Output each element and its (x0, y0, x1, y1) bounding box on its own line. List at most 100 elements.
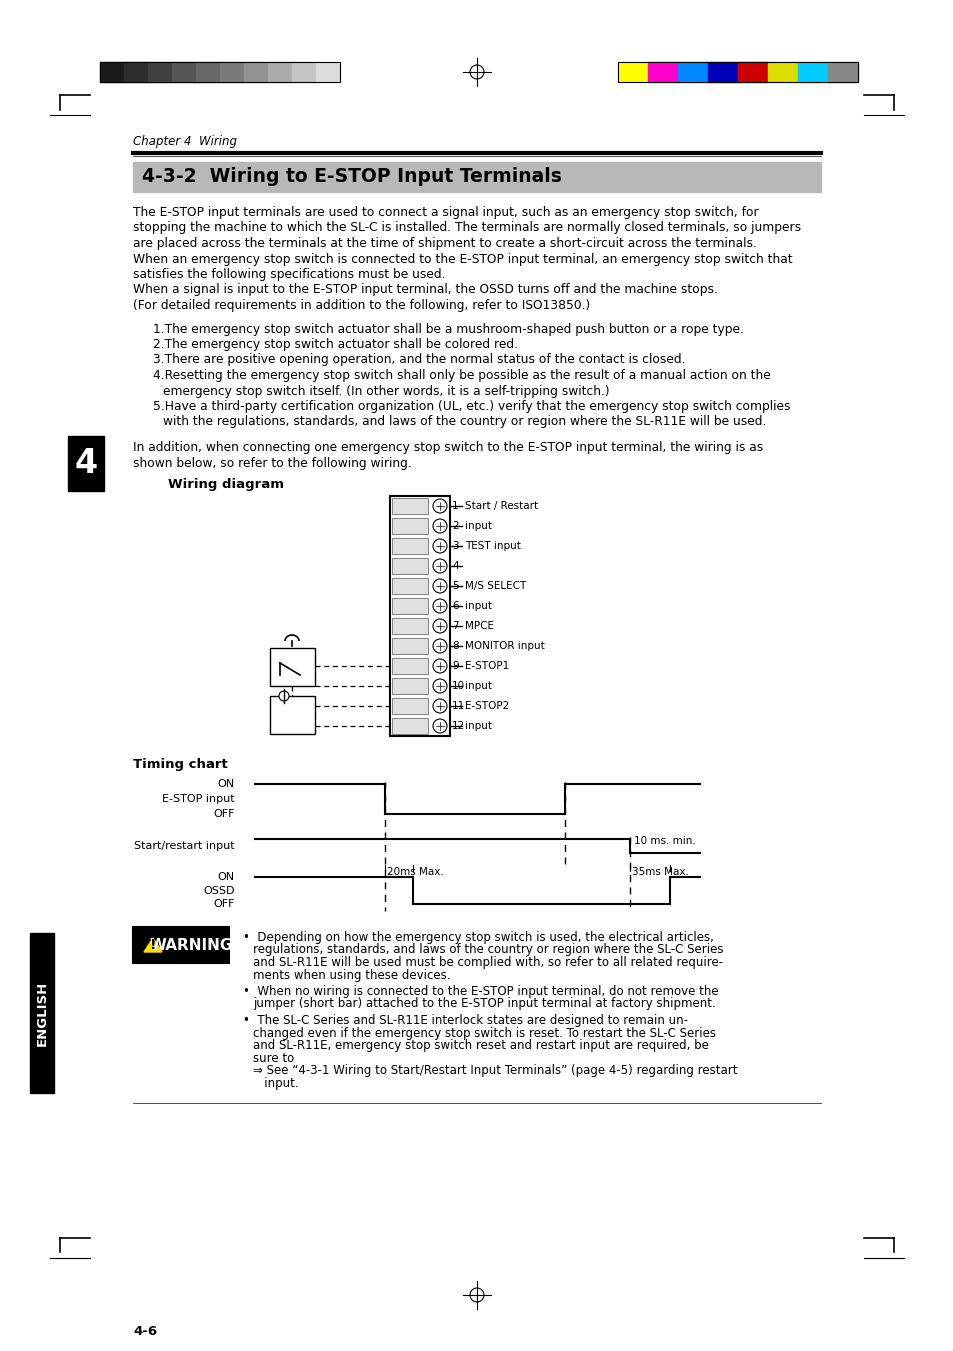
Bar (618, 62, 857, 82)
Text: and SL-R11E, emergency stop switch reset and restart input are required, be: and SL-R11E, emergency stop switch reset… (253, 1039, 708, 1052)
Bar (148, 62, 172, 82)
Text: !: ! (150, 938, 156, 952)
Bar (244, 62, 268, 82)
Bar (707, 62, 738, 82)
Text: regulations, standards, and laws of the country or region where the SL-C Series: regulations, standards, and laws of the … (253, 943, 722, 957)
Text: Timing chart: Timing chart (132, 758, 228, 771)
Bar (30, 934, 54, 1093)
Text: shown below, so refer to the following wiring.: shown below, so refer to the following w… (132, 457, 412, 470)
Bar (220, 62, 244, 82)
Text: MPCE: MPCE (464, 621, 494, 631)
Bar (132, 162, 821, 192)
Text: Chapter 4  Wiring: Chapter 4 Wiring (132, 135, 236, 149)
Text: E-STOP2: E-STOP2 (464, 701, 509, 711)
Circle shape (433, 539, 447, 553)
Text: input.: input. (253, 1077, 298, 1089)
Bar (100, 62, 339, 82)
Text: •  Depending on how the emergency stop switch is used, the electrical articles,: • Depending on how the emergency stop sw… (243, 931, 713, 944)
Bar (315, 62, 339, 82)
Text: 9: 9 (452, 661, 458, 671)
Text: 1.The emergency stop switch actuator shall be a mushroom-shaped push button or a: 1.The emergency stop switch actuator sha… (152, 323, 743, 335)
Text: input: input (464, 521, 492, 531)
Bar (391, 657, 449, 676)
Text: satisfies the following specifications must be used.: satisfies the following specifications m… (132, 267, 445, 281)
Text: In addition, when connecting one emergency stop switch to the E-STOP input termi: In addition, when connecting one emergen… (132, 440, 762, 454)
Text: jumper (short bar) attached to the E-STOP input terminal at factory shipment.: jumper (short bar) attached to the E-STO… (253, 997, 715, 1011)
Bar (392, 578, 428, 594)
Bar (391, 677, 449, 694)
Text: changed even if the emergency stop switch is reset. To restart the SL-C Series: changed even if the emergency stop switc… (253, 1027, 716, 1039)
Circle shape (433, 598, 447, 613)
Text: 11: 11 (452, 701, 465, 711)
Text: 2: 2 (452, 521, 458, 531)
Text: E-STOP input: E-STOP input (162, 794, 234, 804)
Text: 4-3-2  Wiring to E-STOP Input Terminals: 4-3-2 Wiring to E-STOP Input Terminals (142, 168, 561, 186)
Circle shape (433, 559, 447, 573)
Circle shape (433, 719, 447, 734)
Bar (391, 597, 449, 615)
Bar (292, 62, 315, 82)
Bar (827, 62, 857, 82)
Bar (618, 62, 647, 82)
Text: 20ms Max.: 20ms Max. (387, 867, 443, 877)
Text: Start/restart input: Start/restart input (134, 842, 234, 851)
Bar (391, 577, 449, 594)
Circle shape (433, 499, 447, 513)
Bar (392, 678, 428, 694)
Text: 5: 5 (452, 581, 458, 590)
Bar (391, 497, 449, 515)
Bar (392, 658, 428, 674)
Text: 1: 1 (452, 501, 458, 511)
Text: WARNING: WARNING (150, 938, 233, 952)
Bar (678, 62, 707, 82)
Text: M/S SELECT: M/S SELECT (464, 581, 526, 590)
Circle shape (433, 519, 447, 534)
Text: OSSD: OSSD (203, 885, 234, 896)
Bar (100, 62, 124, 82)
Bar (390, 496, 450, 736)
Bar (392, 538, 428, 554)
Text: MONITOR input: MONITOR input (464, 640, 544, 651)
Bar (738, 62, 767, 82)
Text: input: input (464, 721, 492, 731)
Text: emergency stop switch itself. (In other words, it is a self-tripping switch.): emergency stop switch itself. (In other … (163, 385, 609, 397)
Text: •  The SL-C Series and SL-R11E interlock states are designed to remain un-: • The SL-C Series and SL-R11E interlock … (243, 1015, 687, 1027)
Text: 4: 4 (452, 561, 458, 571)
Bar (124, 62, 148, 82)
Bar (647, 62, 678, 82)
Circle shape (433, 680, 447, 693)
Circle shape (433, 698, 447, 713)
Bar (392, 499, 428, 513)
Text: 3: 3 (452, 540, 458, 551)
Text: with the regulations, standards, and laws of the country or region where the SL-: with the regulations, standards, and law… (163, 416, 765, 428)
Text: 10: 10 (452, 681, 465, 690)
Bar (392, 638, 428, 654)
Text: stopping the machine to which the SL-C is installed. The terminals are normally : stopping the machine to which the SL-C i… (132, 222, 801, 235)
Circle shape (433, 619, 447, 634)
Text: input: input (464, 681, 492, 690)
Text: E-STOP1: E-STOP1 (464, 661, 509, 671)
Bar (132, 927, 229, 963)
Text: and SL-R11E will be used must be complied with, so refer to all related require-: and SL-R11E will be used must be complie… (253, 957, 722, 969)
Text: ON: ON (217, 871, 234, 882)
Text: 4.Resetting the emergency stop switch shall only be possible as the result of a : 4.Resetting the emergency stop switch sh… (152, 369, 770, 382)
Text: TEST input: TEST input (464, 540, 520, 551)
Bar (392, 617, 428, 634)
Text: (For detailed requirements in addition to the following, refer to ISO13850.): (For detailed requirements in addition t… (132, 299, 590, 312)
Bar (270, 696, 314, 734)
Circle shape (433, 580, 447, 593)
Text: sure to: sure to (253, 1051, 294, 1065)
Text: When a signal is input to the E-STOP input terminal, the OSSD turns off and the : When a signal is input to the E-STOP inp… (132, 284, 717, 296)
Text: ments when using these devices.: ments when using these devices. (253, 969, 450, 981)
Text: ON: ON (217, 780, 234, 789)
Text: •  When no wiring is connected to the E-STOP input terminal, do not remove the: • When no wiring is connected to the E-S… (243, 985, 718, 998)
Bar (392, 517, 428, 534)
Text: Start / Restart: Start / Restart (464, 501, 537, 511)
Bar (392, 717, 428, 734)
Bar (195, 62, 220, 82)
Bar (68, 436, 104, 490)
Bar (392, 598, 428, 613)
Text: When an emergency stop switch is connected to the E-STOP input terminal, an emer: When an emergency stop switch is connect… (132, 253, 792, 266)
Text: ⇒ See “4-3-1 Wiring to Start/Restart Input Terminals” (page 4-5) regarding resta: ⇒ See “4-3-1 Wiring to Start/Restart Inp… (253, 1065, 737, 1077)
Circle shape (278, 690, 289, 701)
